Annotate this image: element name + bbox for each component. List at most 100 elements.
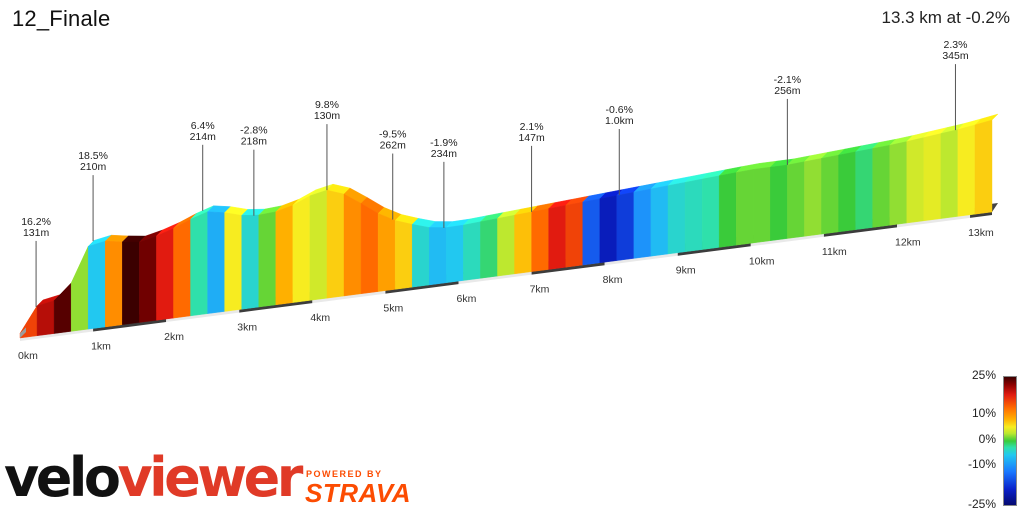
distance-tick-label: 4km xyxy=(310,312,330,324)
annotation-elevation: 130m xyxy=(314,110,341,122)
profile-segment xyxy=(497,214,515,277)
base-edge xyxy=(531,262,605,275)
profile-segment xyxy=(36,300,55,337)
legend-label-10: 10% xyxy=(971,406,996,420)
annotation-grade: -0.6% xyxy=(606,104,633,116)
annotation-elevation: 210m xyxy=(80,161,107,173)
profile-segment xyxy=(684,178,703,253)
profile-start-cap xyxy=(20,327,26,338)
profile-segment xyxy=(804,158,822,237)
profile-segment xyxy=(821,154,839,235)
annotation-grade: -2.1% xyxy=(774,74,801,86)
base-edge xyxy=(823,224,897,237)
profile-segment xyxy=(70,246,89,332)
profile-segment xyxy=(650,185,669,257)
distance-tick-label: 12km xyxy=(895,236,921,248)
base-edge xyxy=(458,271,532,285)
profile-segment xyxy=(190,211,208,317)
legend-label-minus10: -10% xyxy=(967,457,996,471)
base-edge xyxy=(750,233,824,247)
profile-segment xyxy=(309,189,328,301)
annotation-grade: 2.1% xyxy=(520,121,544,133)
base-edge xyxy=(239,300,313,313)
annotation-elevation: 218m xyxy=(241,136,268,148)
profile-segment xyxy=(139,235,157,323)
profile-segment xyxy=(446,224,464,283)
profile-segment xyxy=(360,202,379,295)
annotation-elevation: 345m xyxy=(942,50,969,62)
annotation-elevation: 256m xyxy=(774,85,801,97)
annotation-grade: -2.8% xyxy=(240,125,267,137)
distance-tick-label: 1km xyxy=(91,341,111,353)
profile-segment xyxy=(940,129,959,219)
annotation-elevation: 147m xyxy=(518,132,545,144)
annotation-elevation: 131m xyxy=(23,227,50,239)
profile-segment xyxy=(412,224,430,288)
profile-segment xyxy=(394,220,413,290)
distance-tick-label: 7km xyxy=(530,284,550,296)
powered-by-label: POWERED BY xyxy=(306,469,383,479)
profile-segment xyxy=(88,240,106,330)
distance-tick-label: 0km xyxy=(18,350,38,362)
profile-segment xyxy=(531,208,549,272)
profile-segment xyxy=(974,119,993,215)
base-edge xyxy=(385,281,459,294)
route-summary: 13.3 km at -0.2% xyxy=(881,8,1010,27)
base-edge xyxy=(20,328,94,341)
profile-segment xyxy=(292,195,311,303)
distance-tick-label: 5km xyxy=(383,303,403,315)
route-title: 12_Finale xyxy=(12,6,111,31)
profile-segment xyxy=(923,133,942,222)
distance-tick-label: 2km xyxy=(164,331,184,343)
profile-segment xyxy=(207,211,225,314)
distance-tick-label: 13km xyxy=(968,227,994,239)
base-edge xyxy=(604,252,678,266)
profile-segment xyxy=(224,212,242,312)
profile-segment xyxy=(736,169,754,246)
profile-segment xyxy=(275,204,294,306)
profile-segment xyxy=(480,218,498,279)
legend-label-0: 0% xyxy=(978,432,996,446)
base-edge xyxy=(677,243,751,256)
profile-segment xyxy=(787,161,805,239)
profile-segment xyxy=(156,228,174,321)
profile-segment xyxy=(599,195,618,264)
annotation-grade: 9.8% xyxy=(315,99,339,111)
annotation-elevation: 214m xyxy=(190,131,217,143)
base-edge xyxy=(970,212,992,218)
profile-segment xyxy=(906,137,924,224)
profile-segment xyxy=(122,241,140,325)
annotation-grade: 2.3% xyxy=(943,39,967,51)
profile-segment xyxy=(173,218,191,319)
profile-segment xyxy=(514,211,532,275)
profile-segment xyxy=(872,144,890,228)
distance-tick-label: 3km xyxy=(237,322,257,334)
profile-segment xyxy=(105,240,123,328)
profile-segment xyxy=(667,182,686,255)
profile-segment xyxy=(753,166,771,244)
annotation-grade: 16.2% xyxy=(21,216,51,228)
profile-segment xyxy=(548,205,566,270)
profile-segment xyxy=(343,193,362,297)
base-edge xyxy=(93,319,167,332)
profile-segment xyxy=(565,201,583,268)
distance-tick-label: 6km xyxy=(456,293,476,305)
annotation-elevation: 262m xyxy=(380,140,407,152)
profile-segment xyxy=(463,221,481,281)
annotation-elevation: 1.0km xyxy=(605,115,634,127)
annotation-grade: 18.5% xyxy=(78,150,108,162)
veloviewer-logo: veloviewer xyxy=(4,446,303,509)
base-edge xyxy=(896,214,971,228)
profile-segment xyxy=(429,227,447,286)
profile-segment xyxy=(633,188,652,259)
base-edge xyxy=(312,290,386,304)
distance-tick-label: 10km xyxy=(749,255,775,267)
profile-segment xyxy=(701,175,720,250)
annotation-grade: 6.4% xyxy=(191,120,215,132)
distance-tick-label: 8km xyxy=(603,274,623,286)
profile-segment xyxy=(718,172,737,248)
profile-segment xyxy=(889,141,907,226)
profile-segment xyxy=(258,211,276,308)
profile-segment xyxy=(241,214,259,310)
